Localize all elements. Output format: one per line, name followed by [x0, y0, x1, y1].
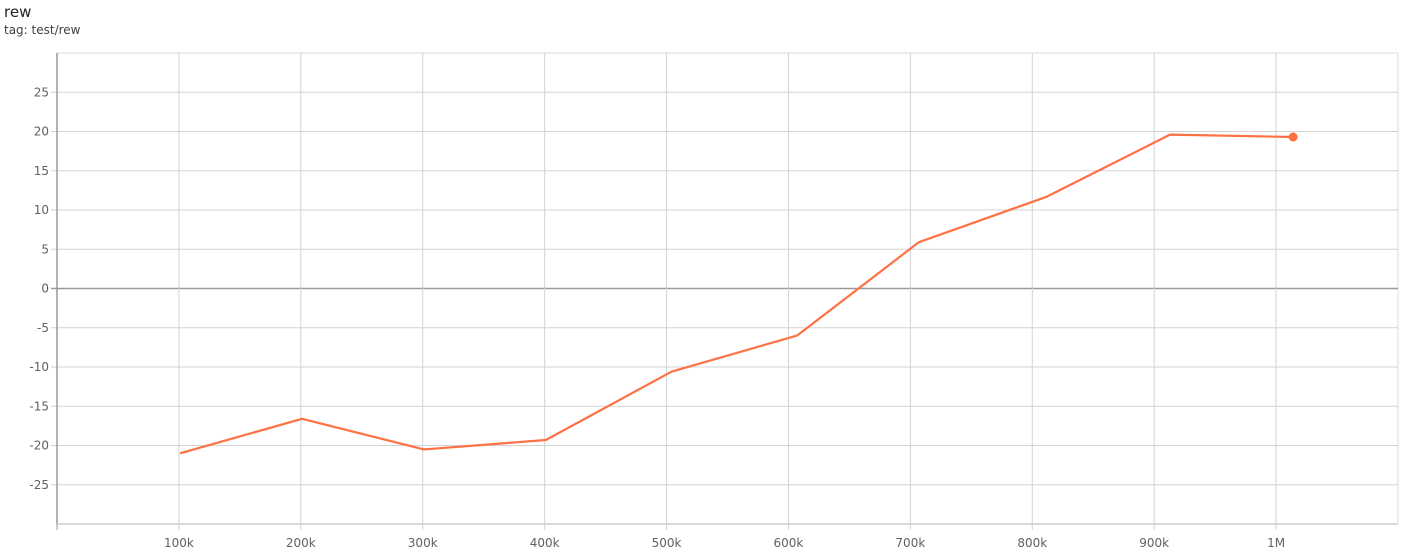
chart-title: rew — [4, 3, 32, 21]
y-tick-label: 5 — [41, 242, 49, 256]
x-tick-label: 400k — [530, 536, 560, 550]
x-tick-label: 600k — [774, 536, 804, 550]
y-tick-label: -5 — [37, 321, 49, 335]
series-line[interactable] — [179, 133, 1294, 455]
y-tick-label: 0 — [41, 282, 49, 296]
x-tick-label: 500k — [652, 536, 682, 550]
x-tick-label: 800k — [1017, 536, 1047, 550]
y-tick-label: -10 — [29, 360, 49, 374]
chart-tag: tag: test/rew — [4, 23, 81, 37]
y-tick-label: -15 — [29, 399, 49, 413]
last-point-marker[interactable] — [1288, 132, 1298, 142]
y-tick-label: 10 — [34, 203, 49, 217]
y-tick-label: -25 — [29, 478, 49, 492]
x-tick-label: 1M — [1267, 536, 1285, 550]
y-tick-label: 15 — [34, 164, 49, 178]
y-tick-label: 20 — [34, 125, 49, 139]
x-tick-label: 100k — [164, 536, 194, 550]
x-tick-label: 900k — [1139, 536, 1169, 550]
y-tick-label: 25 — [34, 85, 49, 99]
x-tick-label: 200k — [286, 536, 316, 550]
x-tick-label: 700k — [895, 536, 925, 550]
y-tick-label: -20 — [29, 439, 49, 453]
x-tick-label: 300k — [408, 536, 438, 550]
